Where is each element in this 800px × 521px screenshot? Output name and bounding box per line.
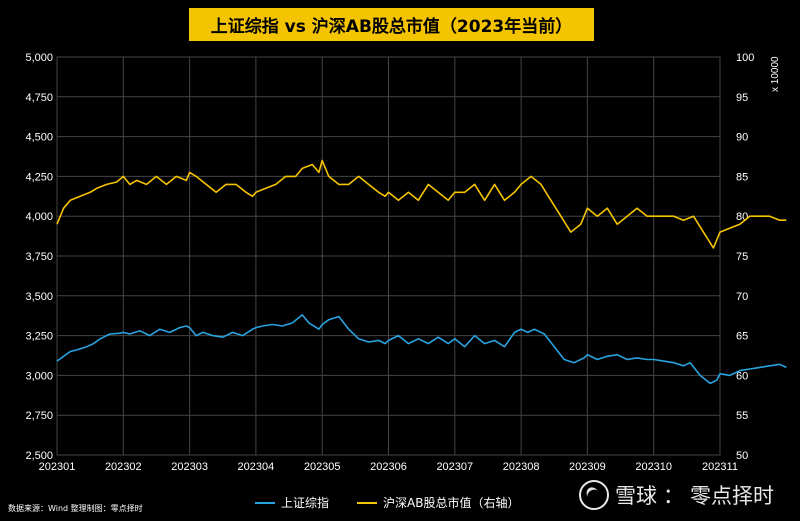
left-tick-label: 3,250 [25, 331, 53, 343]
x-axis: 202301 202302 202303 202304 202305 202306 2023… [39, 461, 738, 473]
source-note: 数据来源：Wind 整理制图：零点择时 [8, 504, 143, 513]
legend-label-sse: 上证综指 [281, 496, 330, 510]
right-tick-label: 90 [736, 132, 748, 144]
left-tick-label: 2,750 [25, 410, 53, 422]
legend-swatch-mktcap [357, 501, 378, 504]
snowball-logo-icon [579, 480, 609, 510]
right-tick-label: 85 [736, 171, 748, 183]
left-tick-label: 4,000 [25, 211, 53, 223]
left-tick-label: 3,000 [25, 370, 53, 382]
left-tick-label: 2,500 [25, 450, 53, 462]
legend-item-mktcap: 沪深AB股总市值（右轴） [357, 494, 519, 511]
x-tick-label: 202302 [105, 461, 142, 473]
right-tick-label: 60 [736, 370, 748, 382]
series-line-mktcap [56, 159, 787, 249]
x-tick-label: 202311 [702, 461, 738, 473]
legend-item-sse: 上证综指 [255, 494, 329, 511]
x-tick-label: 202301 [39, 461, 76, 473]
left-tick-label: 3,750 [25, 251, 53, 263]
plot-frame [56, 56, 721, 456]
right-axis-unit: x 10000 [770, 56, 781, 92]
x-tick-label: 202304 [238, 461, 275, 473]
watermark-separator: ： [663, 484, 684, 508]
grid-lines [56, 56, 721, 456]
legend: 上证综指 沪深AB股总市值（右轴） [255, 494, 519, 511]
x-tick-label: 202309 [569, 461, 606, 473]
x-tick-label: 202305 [304, 461, 341, 473]
watermark-platform: 雪球 [615, 484, 657, 508]
right-tick-label: 65 [736, 331, 748, 343]
x-tick-label: 202306 [370, 461, 407, 473]
right-tick-label: 100 [736, 52, 754, 64]
left-tick-label: 4,250 [25, 171, 53, 183]
left-y-axis: 2,500 2,750 3,000 3,250 3,500 3,750 4,000 4,250… [25, 52, 53, 462]
series-lines [56, 159, 787, 385]
left-tick-label: 4,500 [25, 132, 53, 144]
right-tick-label: 55 [736, 410, 748, 422]
watermark: 雪球 ： 零点择时 [579, 480, 774, 510]
x-tick-label: 202303 [171, 461, 208, 473]
legend-swatch-sse [255, 501, 275, 504]
right-tick-label: 75 [736, 251, 748, 263]
x-tick-label: 202307 [436, 461, 473, 473]
right-tick-label: 50 [736, 450, 748, 462]
left-tick-label: 5,000 [25, 52, 53, 64]
right-tick-label: 70 [736, 291, 748, 303]
x-tick-label: 202308 [503, 461, 540, 473]
x-tick-label: 202310 [635, 461, 672, 473]
watermark-author: 零点择时 [690, 484, 774, 508]
legend-label-mktcap: 沪深AB股总市值（右轴） [383, 496, 520, 510]
right-tick-label: 95 [736, 92, 748, 104]
series-line-sse [56, 314, 787, 385]
left-tick-label: 4,750 [25, 92, 53, 104]
left-tick-label: 3,500 [25, 291, 53, 303]
chart-title: 上证综指 vs 沪深AB股总市值（2023年当前） [189, 8, 594, 41]
